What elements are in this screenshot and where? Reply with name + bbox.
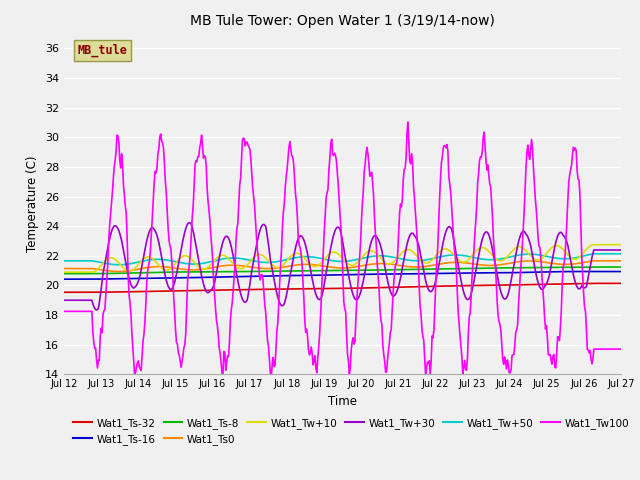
Title: MB Tule Tower: Open Water 1 (3/19/14-now): MB Tule Tower: Open Water 1 (3/19/14-now… (190, 14, 495, 28)
X-axis label: Time: Time (328, 395, 357, 408)
Y-axis label: Temperature (C): Temperature (C) (26, 156, 39, 252)
Text: MB_tule: MB_tule (78, 44, 128, 57)
Legend: Wat1_Ts-32, Wat1_Ts-16, Wat1_Ts-8, Wat1_Ts0, Wat1_Tw+10, Wat1_Tw+30, Wat1_Tw+50,: Wat1_Ts-32, Wat1_Ts-16, Wat1_Ts-8, Wat1_… (69, 414, 633, 449)
